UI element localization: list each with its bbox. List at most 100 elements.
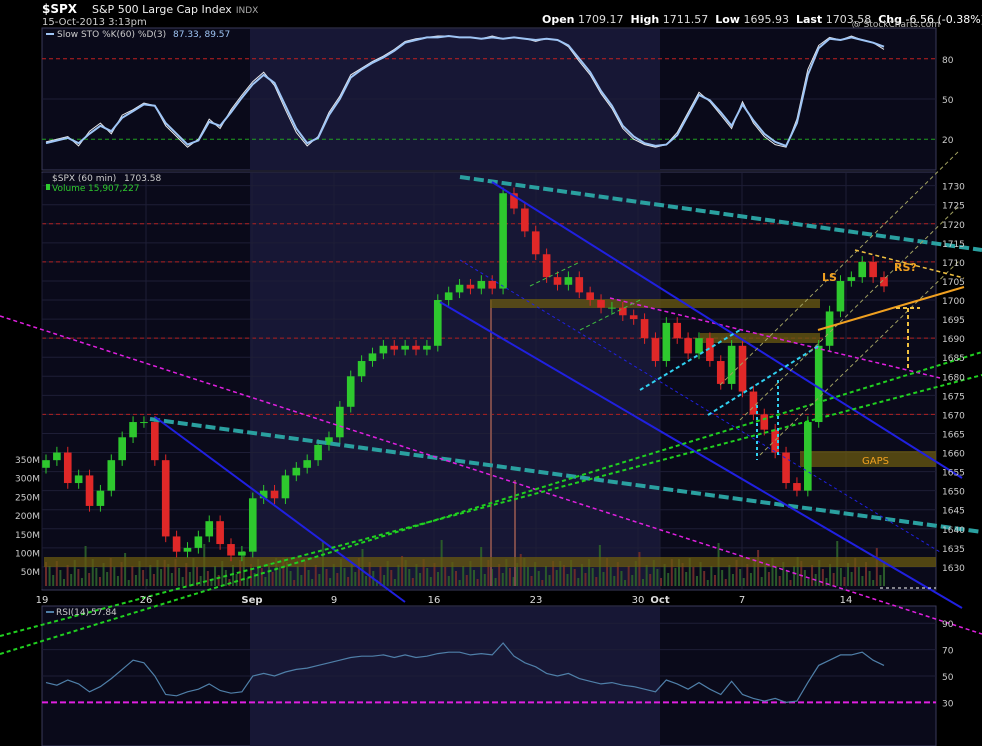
low-label: Low [715, 13, 740, 26]
price-tick-1645: 1645 [942, 507, 965, 517]
candle-body-49 [575, 277, 584, 293]
volume-bar-205 [782, 562, 785, 586]
volume-bar-127 [501, 573, 504, 586]
volume-bar-81 [336, 573, 339, 586]
volume-bar-221 [839, 568, 842, 586]
volume-bar-185 [710, 566, 713, 586]
candle-body-76 [869, 261, 877, 278]
volume-bar-162 [627, 566, 630, 586]
volume-bar-111 [444, 567, 447, 586]
volume-bar-100 [404, 560, 407, 586]
candle-body-4 [85, 475, 94, 506]
price-tick-1665: 1665 [942, 430, 965, 440]
volume-bar-200 [764, 563, 767, 586]
volume-bar-138 [541, 580, 544, 586]
volume-bar-109 [437, 572, 440, 586]
candle-body-38 [455, 284, 464, 293]
volume-bar-195 [746, 564, 749, 586]
blue-left-trend [154, 416, 406, 603]
volume-bar-28 [145, 579, 148, 586]
volume-bar-194 [742, 578, 745, 586]
magenta-short-trend [609, 297, 941, 379]
volume-bar-184 [706, 580, 709, 586]
volume-bar-129 [508, 568, 511, 586]
volume-tick-1: 300M [15, 475, 40, 485]
volume-spike-1 [490, 300, 492, 586]
volume-bar-104 [419, 573, 422, 586]
volume-bar-190 [728, 565, 731, 586]
low-value: 1695.93 [743, 13, 789, 26]
volume-bar-145 [566, 574, 569, 586]
volume-bar-80 [332, 564, 335, 586]
volume-bar-86 [354, 572, 357, 586]
shade-price-0 [250, 173, 660, 589]
volume-tick-0: 350M [15, 456, 40, 466]
volume-bar-23 [127, 580, 130, 586]
candle-body-62 [716, 361, 725, 384]
candle-body-13 [183, 547, 192, 552]
axes: 1730172517201715171017051700169516901685… [15, 56, 965, 710]
volume-bar-143 [559, 561, 562, 586]
volume-bar-8 [73, 560, 76, 586]
volume-bar-153 [595, 577, 598, 586]
rsi-tick-70: 70 [942, 647, 954, 657]
volume-bar-72 [303, 561, 306, 586]
volume-bar-169 [652, 560, 655, 586]
candle-body-25 [314, 444, 322, 461]
volume-bar-61 [264, 577, 267, 586]
volume-bar-204 [778, 576, 781, 586]
candle-body-72 [825, 311, 834, 346]
volume-bar-201 [767, 572, 770, 586]
volume-bar-203 [775, 567, 778, 586]
volume-bar-163 [631, 575, 634, 586]
volume-bar-102 [411, 578, 414, 586]
sto-legend-values: 87.33, 89.57 [173, 30, 230, 40]
rs-top-dash [854, 249, 965, 279]
candle-body-14 [194, 536, 203, 548]
candle-body-18 [238, 551, 246, 556]
volume-bar-132 [519, 554, 522, 586]
candle-body-40 [477, 280, 486, 289]
band-volume [44, 557, 936, 567]
candle-body-57 [662, 322, 671, 362]
x-label-Sep: Sep [241, 595, 262, 606]
volume-bar-0 [45, 562, 47, 586]
volume-bar-207 [789, 580, 792, 586]
trendlines [0, 149, 982, 655]
volume-bar-25 [134, 575, 137, 586]
volume-bar-211 [803, 570, 806, 586]
candle-body-35 [423, 345, 431, 350]
sto-legend-text: Slow STO %K(60) %D(3) [57, 30, 166, 40]
volume-bar-142 [555, 570, 558, 586]
month-shading [250, 29, 660, 746]
blue-channel-top [491, 181, 963, 479]
volume-bar-43 [199, 576, 202, 586]
volume-legend-swatch [46, 184, 50, 190]
candle-body-8 [129, 422, 137, 438]
volume-bar-172 [663, 564, 666, 586]
volume-legend-value: 15,907,227 [88, 184, 140, 194]
x-label-30: 30 [632, 595, 645, 606]
volume-bar-160 [620, 571, 623, 586]
price-candles [42, 187, 888, 562]
volume-bar-1 [48, 566, 51, 586]
candle-body-12 [172, 536, 181, 552]
ohlc-readout: Open 1709.17 High 1711.57 Low 1695.93 La… [542, 13, 982, 26]
volume-bar-199 [760, 577, 763, 586]
candle-body-19 [248, 498, 257, 552]
x-label-23: 23 [530, 595, 543, 606]
volume-bar-96 [390, 570, 393, 586]
price-tick-1725: 1725 [942, 202, 965, 212]
price-tick-1680: 1680 [942, 373, 965, 383]
volume-tick-6: 50M [21, 568, 40, 578]
volume-bar-29 [149, 565, 152, 586]
volume-bar-174 [670, 559, 673, 586]
volume-bar-182 [699, 562, 702, 586]
volume-bar-126 [498, 564, 501, 586]
volume-bar-181 [695, 576, 698, 586]
candle-body-50 [586, 292, 594, 301]
sto-series-pct-D [45, 34, 885, 148]
price-tick-1690: 1690 [942, 335, 965, 345]
volume-bar-40 [188, 572, 191, 586]
neckline [817, 286, 965, 331]
